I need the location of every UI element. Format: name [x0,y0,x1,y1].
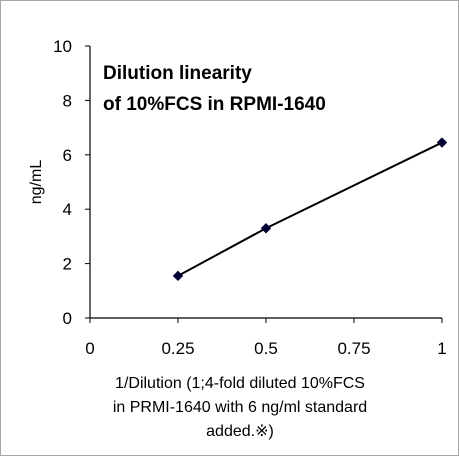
y-tick-label: 8 [63,91,72,110]
x-tick-label: 0 [85,339,94,358]
plot-area: 0 2 4 6 8 10 0 0.25 0.5 0.75 1 [53,37,448,358]
series-line [177,141,443,277]
x-axis-label-line-2: in PRMI-1640 with 6 ng/ml standard [113,399,367,416]
x-axis-label: 1/Dilution (1;4-fold diluted 10%FCS in P… [113,375,367,440]
chart-title-line-2: of 10%FCS in RPMI-1640 [103,94,326,115]
y-tick-label: 6 [63,146,72,165]
x-tick-label: 0.75 [337,339,370,358]
y-tick-label: 10 [53,37,72,56]
x-axis-label-line-3: added.※) [206,423,274,440]
x-axis-label-line-1: 1/Dilution (1;4-fold diluted 10%FCS [115,375,365,392]
series-group [172,137,448,282]
chart-title-line-1: Dilution linearity [103,63,252,84]
data-point [172,270,184,282]
data-point [260,223,272,234]
y-tick-label: 0 [63,309,72,328]
x-tick-label: 1 [437,339,446,358]
y-tick-label: 4 [63,200,72,219]
data-point [436,137,448,148]
y-axis-label: ng/mL [28,160,45,205]
y-tick-label: 2 [63,255,72,274]
x-tick-label: 0.5 [254,339,278,358]
chart-title: Dilution linearity of 10%FCS in RPMI-164… [103,63,326,115]
x-ticks: 0 0.25 0.5 0.75 1 [85,318,447,358]
x-tick-label: 0.25 [161,339,194,358]
y-ticks: 0 2 4 6 8 10 [53,37,90,328]
